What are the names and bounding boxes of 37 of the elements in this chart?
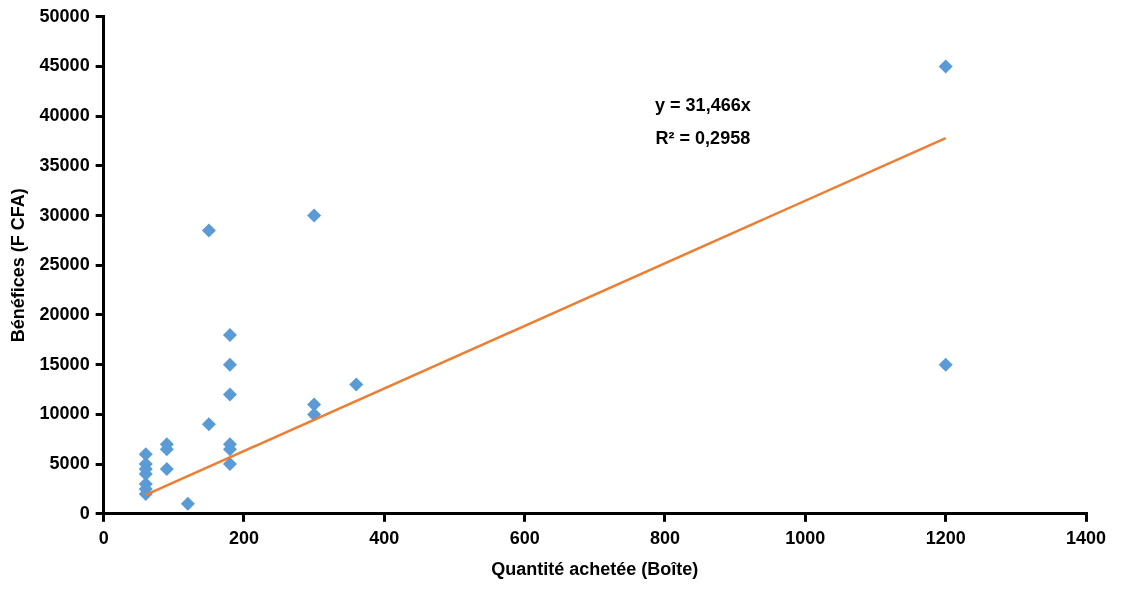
x-tick-label: 1000: [785, 527, 826, 548]
x-tick-label: 800: [649, 527, 681, 548]
x-tick-label: 0: [98, 527, 109, 548]
x-tick-label: 1400: [1065, 527, 1107, 548]
point: [138, 447, 153, 462]
y-tick-label: 20000: [39, 303, 90, 324]
point: [938, 357, 953, 372]
point: [222, 357, 237, 372]
point: [201, 417, 216, 432]
point: [159, 462, 174, 477]
point: [201, 223, 216, 238]
point: [222, 327, 237, 342]
point: [222, 457, 237, 472]
y-tick-label: 50000: [39, 5, 90, 26]
y-tick-label: 40000: [39, 105, 90, 126]
point: [222, 387, 237, 402]
y-tick-label: 30000: [39, 204, 90, 225]
x-tick-label: 400: [369, 527, 400, 548]
x-tick-label: 1200: [925, 527, 966, 548]
y-axis-title: Bénéfices (F CFA): [7, 188, 28, 343]
y-tick-label: 35000: [39, 154, 90, 175]
point: [307, 397, 322, 412]
y-tick-label: 45000: [39, 55, 90, 76]
x-axis-title: Quantité achetée (Boîte): [491, 559, 699, 580]
x-tick-label: 600: [509, 527, 540, 548]
y-tick-label: 5000: [49, 453, 90, 474]
y-tick-label: 10000: [39, 403, 90, 424]
point: [349, 377, 364, 392]
y-tick-label: 25000: [39, 254, 90, 275]
y-tick-label: 0: [79, 502, 90, 523]
annotation: R² = 0,2958: [655, 128, 751, 149]
annotation: y = 31,466x: [655, 95, 751, 116]
point: [180, 496, 195, 511]
x-tick-label: 200: [228, 527, 260, 548]
point: [938, 59, 953, 74]
y-tick-label: 15000: [39, 353, 90, 374]
point: [307, 208, 322, 223]
